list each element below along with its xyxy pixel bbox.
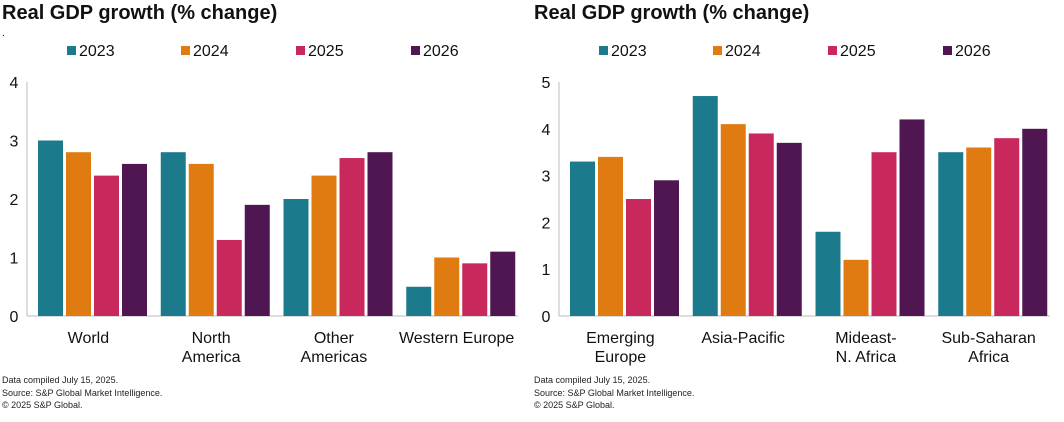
- x-category-label: Emerging: [586, 330, 654, 347]
- x-category-label: Mideast-: [835, 330, 896, 347]
- bar-2026: [1022, 128, 1048, 316]
- y-tick-label: 1: [542, 262, 551, 279]
- y-tick-label: 0: [542, 309, 551, 326]
- chart-svg: 2023 2024 2025 2026 0 1 2 3 4 5 Emerging Europe Asia…: [542, 43, 1050, 366]
- legend-label-2024: 2024: [193, 43, 229, 60]
- y-tick-label: 4: [10, 75, 19, 92]
- footnotes: Data compiled July 15, 2025. Source: S&P…: [534, 374, 694, 412]
- bar-2024: [434, 257, 460, 316]
- chart-title: Real GDP growth (% change): [2, 2, 278, 24]
- footnote: Source: S&P Global Market Intelligence.: [2, 387, 163, 398]
- y-tick-label: 2: [542, 215, 551, 232]
- bar-2026: [122, 163, 147, 316]
- bar-2026: [490, 251, 516, 316]
- bar-2025: [462, 263, 488, 316]
- note-mark: .: [2, 28, 5, 39]
- bar-2023: [692, 96, 718, 316]
- legend-label-2024: 2024: [725, 43, 761, 60]
- footnote: Data compiled July 15, 2025.: [2, 375, 119, 385]
- bar-2025: [626, 199, 651, 316]
- x-category-label: Asia-Pacific: [701, 330, 785, 347]
- bar-2024: [843, 259, 869, 316]
- bar-2026: [244, 204, 270, 316]
- chart-right: Real GDP growth (% change) 2023 2024 2025 2…: [532, 0, 1062, 422]
- footnotes: Data compiled July 15, 2025. Source: S&P…: [2, 374, 162, 412]
- x-category-label: Sub-Saharan: [941, 330, 1035, 347]
- legend-swatch-2024: [713, 46, 722, 55]
- legend-label-2023: 2023: [611, 43, 647, 60]
- footnote: Data compiled July 15, 2025.: [534, 375, 651, 385]
- x-category-label: Other: [314, 330, 355, 347]
- bar-2023: [938, 152, 964, 316]
- footnote: © 2025 S&P Global.: [2, 400, 83, 410]
- bar-2025: [994, 138, 1020, 316]
- x-category-label: America: [182, 349, 241, 366]
- y-tick-label: 0: [10, 309, 19, 326]
- bar-2025: [94, 175, 119, 316]
- legend-swatch-2023: [67, 46, 76, 55]
- x-category-label: North: [192, 330, 231, 347]
- x-category-label: Europe: [595, 349, 647, 366]
- legend-label-2025: 2025: [840, 43, 876, 60]
- legend-label-2026: 2026: [423, 43, 459, 60]
- bar-2023: [570, 161, 595, 316]
- x-category-label: World: [68, 330, 110, 347]
- bar-2024: [720, 124, 746, 317]
- bar-2025: [216, 239, 242, 316]
- bar-2025: [339, 158, 365, 316]
- y-tick-label: 3: [10, 134, 19, 151]
- bar-2023: [38, 140, 63, 316]
- bar-2023: [283, 199, 309, 316]
- x-category-label: Africa: [968, 349, 1009, 366]
- y-tick-label: 4: [542, 122, 551, 139]
- bar-2026: [367, 152, 393, 316]
- bar-2026: [654, 180, 679, 316]
- bar-2024: [188, 163, 214, 316]
- bar-2024: [598, 156, 623, 316]
- y-tick-label: 3: [542, 169, 551, 186]
- legend-swatch-2026: [943, 46, 952, 55]
- bar-2023: [160, 152, 186, 316]
- bar-2024: [966, 147, 992, 316]
- y-tick-label: 5: [542, 75, 551, 92]
- y-tick-label: 2: [10, 192, 19, 209]
- legend-swatch-2026: [411, 46, 420, 55]
- footnote: © 2025 S&P Global.: [534, 400, 615, 410]
- bar-2026: [899, 119, 925, 316]
- chart-title: Real GDP growth (% change): [534, 2, 810, 24]
- bar-2026: [776, 142, 802, 316]
- footnote: Source: S&P Global Market Intelligence.: [534, 387, 695, 398]
- bar-2025: [871, 152, 897, 316]
- legend-swatch-2025: [296, 46, 305, 55]
- x-category-label: N. Africa: [836, 349, 897, 366]
- legend-label-2023: 2023: [79, 43, 115, 60]
- legend-swatch-2023: [599, 46, 608, 55]
- bar-2024: [66, 152, 91, 316]
- bar-2025: [748, 133, 774, 316]
- bar-2023: [406, 286, 432, 316]
- legend-label-2026: 2026: [955, 43, 991, 60]
- chart-svg: 2023 2024 2025 2026 0 1 2 3 4 World North America Ot…: [10, 43, 518, 366]
- x-category-label: Americas: [301, 349, 368, 366]
- chart-left: Real GDP growth (% change) . 2023 2024 202…: [0, 0, 530, 422]
- legend-label-2025: 2025: [308, 43, 344, 60]
- legend-swatch-2024: [181, 46, 190, 55]
- bar-2023: [815, 231, 841, 316]
- y-tick-label: 1: [10, 251, 19, 268]
- x-category-label: Western Europe: [399, 330, 514, 347]
- bar-2024: [311, 175, 337, 316]
- legend-swatch-2025: [828, 46, 837, 55]
